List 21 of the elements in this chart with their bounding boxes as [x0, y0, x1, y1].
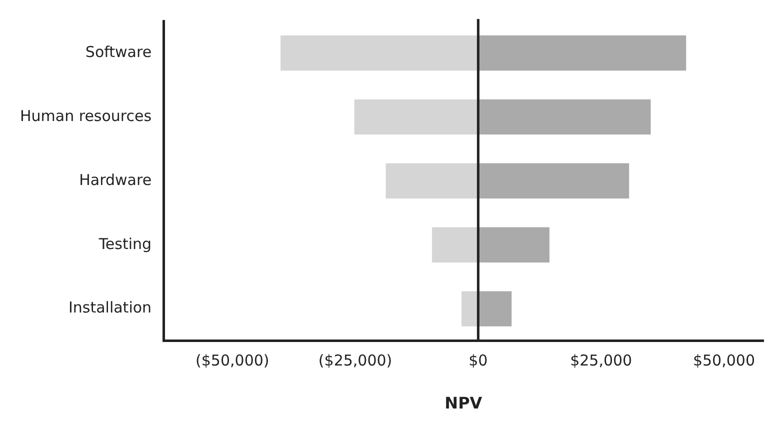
bar: [432, 227, 478, 262]
x-tick-label: $0: [468, 352, 488, 370]
y-tick-label: Human resources: [20, 106, 152, 125]
bar: [354, 99, 478, 135]
x-axis-title: NPV: [444, 394, 483, 413]
bar: [478, 291, 512, 326]
x-tick-label: $25,000: [570, 352, 632, 370]
bar: [386, 163, 478, 198]
x-tick-label: $50,000: [692, 352, 755, 370]
y-tick-label: Installation: [68, 298, 152, 317]
bar: [461, 291, 478, 326]
x-tick-label: ($50,000): [196, 352, 270, 370]
x-tick-label: ($25,000): [318, 352, 392, 370]
bar: [478, 163, 630, 198]
bar: [280, 35, 478, 71]
bar: [478, 35, 686, 71]
y-tick-label: Software: [85, 42, 152, 61]
bar: [478, 227, 550, 262]
bar: [478, 99, 651, 135]
y-tick-label: Hardware: [79, 170, 152, 189]
y-tick-label: Testing: [98, 234, 152, 253]
